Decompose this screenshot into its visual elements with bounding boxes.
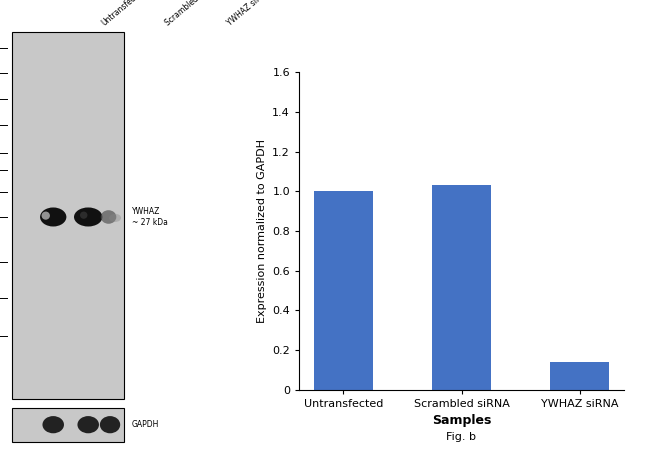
Ellipse shape	[74, 207, 103, 226]
Text: YWHAZ
~ 27 kDa: YWHAZ ~ 27 kDa	[131, 207, 168, 226]
Bar	[432, 185, 491, 390]
Bar	[550, 362, 609, 390]
Text: Scrambled siRNA: Scrambled siRNA	[163, 0, 220, 27]
Ellipse shape	[40, 207, 66, 226]
Text: Untransfected: Untransfected	[100, 0, 148, 27]
Text: YWHAZ siRNA: YWHAZ siRNA	[226, 0, 272, 27]
Ellipse shape	[80, 212, 88, 219]
Ellipse shape	[42, 212, 50, 220]
Ellipse shape	[77, 416, 99, 433]
Ellipse shape	[100, 416, 120, 433]
Ellipse shape	[109, 214, 121, 222]
Text: Fig. b: Fig. b	[447, 432, 476, 442]
Ellipse shape	[42, 416, 64, 433]
Bar	[12, 408, 124, 442]
Bar	[314, 192, 373, 390]
Text: GAPDH: GAPDH	[131, 420, 159, 429]
X-axis label: Samples: Samples	[432, 414, 491, 427]
Y-axis label: Expression normalized to GAPDH: Expression normalized to GAPDH	[257, 139, 266, 323]
Bar	[12, 32, 124, 399]
Ellipse shape	[101, 210, 116, 224]
